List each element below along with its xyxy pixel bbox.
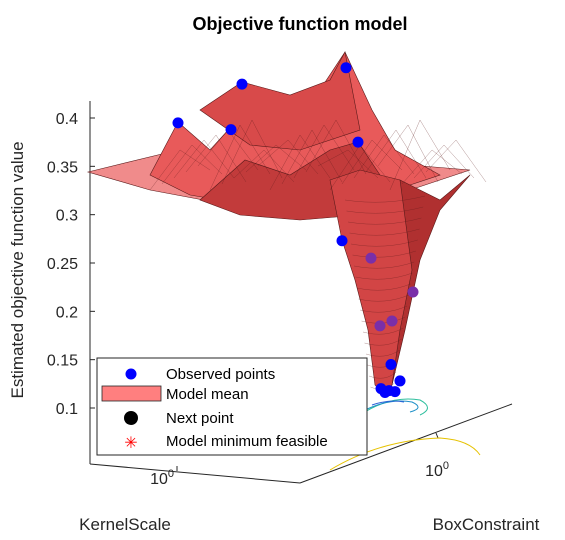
observed-point <box>172 117 184 129</box>
legend-marker-minimum: ✳ <box>124 435 137 452</box>
mesh-line <box>173 139 235 179</box>
observed-point <box>374 320 386 332</box>
z-axis-label: Estimated objective function value <box>8 141 27 398</box>
surface-peak-mid <box>199 51 361 151</box>
z-tick-label: 0.35 <box>47 159 78 176</box>
z-tick-label: 0.15 <box>47 353 78 370</box>
mesh-line <box>352 250 417 258</box>
mesh-line <box>355 272 413 280</box>
svg-text:100: 100 <box>150 468 174 488</box>
mesh-line <box>346 206 424 214</box>
legend: Observed points Model mean Next point ✳ … <box>96 357 368 456</box>
mesh-line <box>344 195 426 203</box>
model-mean-surface <box>86 51 487 396</box>
mesh-line <box>209 124 271 191</box>
mesh-line <box>257 139 319 175</box>
chart-title: Objective function model <box>192 14 407 34</box>
legend-marker-next <box>124 411 138 425</box>
z-tick-label: 0.1 <box>56 401 78 418</box>
legend-marker-model-mean <box>101 385 162 402</box>
mesh-line <box>245 144 307 173</box>
observed-points <box>172 62 419 399</box>
y-tick-1: 100 <box>425 432 449 480</box>
observed-point <box>236 78 248 90</box>
observed-point <box>336 235 348 247</box>
mesh-line <box>341 139 403 185</box>
mesh-line <box>281 129 343 185</box>
observed-point <box>407 286 419 298</box>
mesh-line <box>358 294 409 302</box>
mesh-line <box>365 349 400 357</box>
x-tick-base: 10 <box>150 471 168 488</box>
mesh-line <box>389 119 451 191</box>
x-tick-exp: 0 <box>168 468 174 480</box>
observed-point <box>394 375 406 387</box>
mesh-line <box>349 228 420 236</box>
observed-point <box>352 136 364 148</box>
mesh-line <box>368 371 397 379</box>
contour-line <box>364 400 419 413</box>
contour-line <box>359 398 428 416</box>
contour-line <box>329 437 481 471</box>
legend-label-observed: Observed points <box>166 366 275 383</box>
mesh-line <box>269 134 331 191</box>
surface-mesh <box>149 119 487 390</box>
mesh-line <box>364 338 402 346</box>
z-tick-label: 0.2 <box>56 304 78 321</box>
mesh-line <box>161 144 223 185</box>
contour-line <box>371 400 405 406</box>
mesh-line <box>233 149 295 183</box>
mesh-line <box>356 283 411 291</box>
mesh-line <box>305 119 367 175</box>
mesh-line <box>377 124 439 183</box>
z-tick-label: 0.3 <box>56 208 78 225</box>
observed-point <box>365 252 377 264</box>
axes-frame <box>89 101 513 484</box>
x-axis-line <box>89 463 301 484</box>
observed-point <box>340 62 352 74</box>
legend-label-model-mean: Model mean <box>166 386 249 403</box>
z-ticks: 0.1 0.15 0.2 0.25 0.3 0.35 0.4 <box>47 111 95 418</box>
mesh-line <box>413 144 475 179</box>
y-axis-label: BoxConstraint <box>433 515 540 534</box>
observed-point <box>385 359 397 370</box>
mesh-line <box>353 261 415 269</box>
mesh-line <box>317 149 379 179</box>
legend-label-next: Next point <box>166 410 234 427</box>
y-tick-base: 10 <box>425 463 443 480</box>
observed-point <box>225 124 237 136</box>
legend-label-minimum: Model minimum feasible <box>166 433 328 450</box>
mesh-line <box>425 139 487 183</box>
z-tick-label: 0.25 <box>47 256 78 273</box>
mesh-line <box>185 134 247 183</box>
observed-point <box>386 315 398 327</box>
mesh-line <box>365 129 427 179</box>
observed-point <box>389 386 401 398</box>
y-axis-line <box>299 403 513 484</box>
observed-point <box>379 387 391 399</box>
legend-marker-observed <box>125 368 137 380</box>
x-tick-1: 100 <box>150 466 178 488</box>
mesh-line <box>350 239 418 247</box>
legend-box <box>96 357 368 456</box>
mesh-line <box>353 134 415 179</box>
mesh-line <box>347 217 422 225</box>
mesh-line <box>359 305 408 313</box>
y-tick-exp: 0 <box>443 460 449 472</box>
mesh-line <box>401 149 463 185</box>
svg-text:100: 100 <box>425 460 449 480</box>
z-tick-label: 0.4 <box>56 111 78 128</box>
x-axis-label: KernelScale <box>79 515 171 534</box>
mesh-line <box>293 124 355 179</box>
mesh-line <box>362 327 404 335</box>
